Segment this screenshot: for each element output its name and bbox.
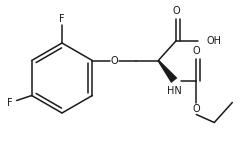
Text: O: O — [173, 6, 180, 16]
Text: O: O — [111, 55, 118, 66]
Text: OH: OH — [206, 35, 221, 46]
Text: O: O — [193, 47, 200, 56]
Text: O: O — [193, 104, 200, 115]
Text: HN: HN — [167, 85, 182, 96]
Text: F: F — [59, 14, 65, 24]
Polygon shape — [158, 60, 177, 83]
Text: F: F — [7, 98, 12, 108]
